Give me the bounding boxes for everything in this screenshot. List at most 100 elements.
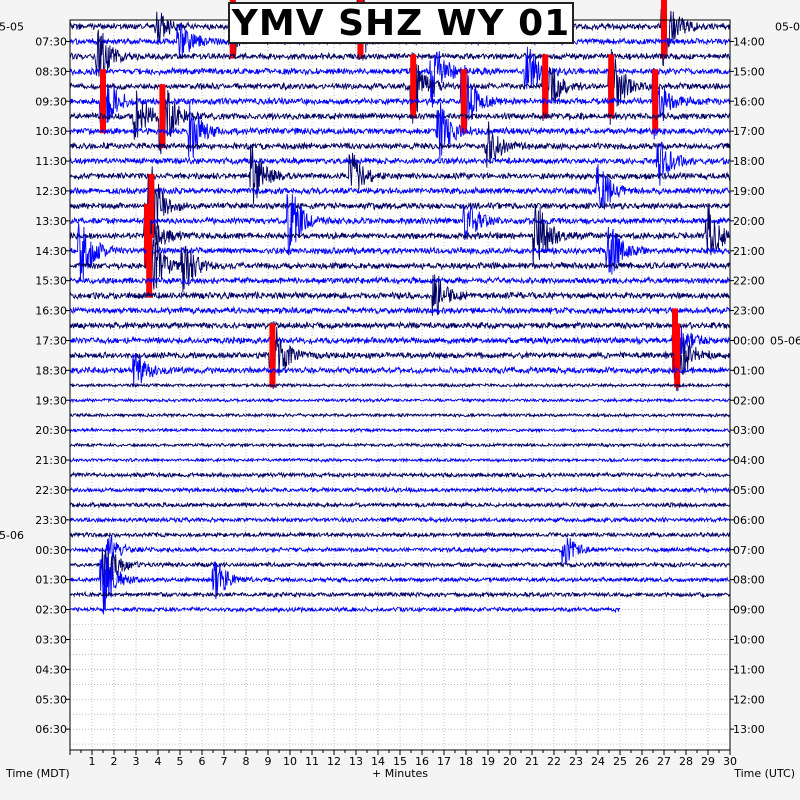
x-tick-label: 25 bbox=[613, 755, 627, 768]
x-tick-label: 28 bbox=[679, 755, 693, 768]
trace-line bbox=[69, 274, 730, 316]
right-time-label: 01:00 bbox=[733, 364, 765, 377]
x-tick-label: 24 bbox=[591, 755, 605, 768]
x-tick-label: 12 bbox=[327, 755, 341, 768]
left-time-label: 19:30 bbox=[35, 394, 67, 407]
trace-line bbox=[69, 397, 731, 404]
right-time-label: 19:00 bbox=[733, 185, 765, 198]
trace-line bbox=[69, 29, 731, 78]
x-tick-label: 15 bbox=[393, 755, 407, 768]
trace-line bbox=[69, 275, 731, 286]
left-date-label: 05-05 bbox=[0, 20, 24, 33]
right-time-label: 10:00 bbox=[733, 633, 765, 646]
x-tick-label: 20 bbox=[503, 755, 517, 768]
trace-line bbox=[69, 456, 731, 464]
left-time-label: 02:30 bbox=[35, 604, 67, 617]
left-axis-label: Time (MDT) bbox=[5, 767, 70, 780]
x-tick-label: 1 bbox=[89, 755, 96, 768]
x-tick-label: 10 bbox=[283, 755, 297, 768]
left-date-label: 05-06 bbox=[0, 529, 24, 542]
x-tick-label: 27 bbox=[657, 755, 671, 768]
left-time-label: 15:30 bbox=[35, 275, 67, 288]
trace-line bbox=[69, 65, 731, 140]
left-time-label: 17:30 bbox=[35, 334, 67, 347]
x-tick-label: 5 bbox=[177, 755, 184, 768]
trace-line bbox=[69, 590, 731, 599]
x-tick-label: 19 bbox=[481, 755, 495, 768]
trace-line bbox=[69, 321, 731, 392]
left-time-label: 21:30 bbox=[35, 454, 67, 467]
trace-line bbox=[69, 102, 731, 160]
trace-line bbox=[69, 121, 731, 168]
clipped-signal-marker bbox=[652, 69, 659, 134]
trace-line bbox=[69, 319, 731, 367]
trace-line bbox=[69, 535, 731, 564]
trace-line bbox=[69, 554, 731, 615]
trace-line bbox=[69, 203, 731, 268]
right-time-label: 02:00 bbox=[733, 394, 765, 407]
right-date-label: 05-05 bbox=[775, 20, 800, 33]
trace-line bbox=[69, 48, 731, 125]
clipped-signal-marker bbox=[608, 54, 615, 119]
x-tick-label: 18 bbox=[459, 755, 473, 768]
right-time-label: 09:00 bbox=[733, 604, 765, 617]
clipped-signal-marker bbox=[148, 173, 155, 238]
x-tick-label: 3 bbox=[133, 755, 140, 768]
trace-line bbox=[69, 223, 731, 282]
x-tick-label: 30 bbox=[723, 755, 737, 768]
x-tick-label: 11 bbox=[305, 755, 319, 768]
clipped-signal-marker bbox=[159, 84, 166, 149]
trace-line bbox=[69, 320, 731, 331]
right-time-label: 17:00 bbox=[733, 125, 765, 138]
clipped-signal-marker bbox=[542, 54, 549, 119]
x-tick-label: 21 bbox=[525, 755, 539, 768]
right-time-label: 11:00 bbox=[733, 663, 765, 676]
x-tick-label: 16 bbox=[415, 755, 429, 768]
trace-line bbox=[69, 46, 731, 108]
right-time-label: 15:00 bbox=[733, 65, 765, 78]
trace-line bbox=[70, 501, 731, 509]
right-time-label: 13:00 bbox=[733, 723, 765, 736]
x-tick-label: 7 bbox=[221, 755, 228, 768]
trace-line bbox=[69, 382, 731, 389]
x-tick-label: 13 bbox=[349, 755, 363, 768]
left-time-label: 14:30 bbox=[35, 245, 67, 258]
right-date-label: 05-06 bbox=[770, 334, 800, 347]
right-time-label: 06:00 bbox=[733, 514, 765, 527]
left-time-label: 03:30 bbox=[35, 633, 67, 646]
left-time-label: 01:30 bbox=[35, 574, 67, 587]
trace-line bbox=[69, 143, 731, 205]
right-time-label: 03:00 bbox=[733, 424, 765, 437]
left-time-label: 13:30 bbox=[35, 215, 67, 228]
trace-line bbox=[69, 141, 731, 186]
right-time-label: 05:00 bbox=[733, 484, 765, 497]
clipped-signal-marker bbox=[460, 69, 467, 134]
left-time-label: 20:30 bbox=[35, 424, 67, 437]
trace-line bbox=[69, 230, 731, 294]
x-axis-tick-labels: 1 2 3 4 5 6 7 8 9 10 11 12 13 14 15 16 17 18 19 20 21 22 23 24 2… bbox=[89, 755, 738, 768]
right-axis-label: Time (UTC) bbox=[733, 767, 795, 780]
x-tick-label: 17 bbox=[437, 755, 451, 768]
left-time-label: 10:30 bbox=[35, 125, 67, 138]
x-tick-label: 23 bbox=[569, 755, 583, 768]
left-time-label: 16:30 bbox=[35, 305, 67, 318]
left-time-label: 18:30 bbox=[35, 364, 67, 377]
trace-line bbox=[69, 605, 621, 614]
chart-title: YMV SHZ WY 01 bbox=[231, 2, 571, 44]
x-tick-label: 4 bbox=[155, 755, 162, 768]
trace-line bbox=[69, 164, 731, 210]
left-time-label: 23:30 bbox=[35, 514, 67, 527]
right-time-label: 23:00 bbox=[733, 305, 765, 318]
right-time-label: 18:00 bbox=[733, 155, 765, 168]
x-tick-label: 6 bbox=[199, 755, 206, 768]
right-time-label: 22:00 bbox=[733, 275, 765, 288]
left-time-label: 09:30 bbox=[35, 95, 67, 108]
x-tick-label: 9 bbox=[265, 755, 272, 768]
trace-line bbox=[70, 441, 731, 449]
right-time-label: 14:00 bbox=[733, 35, 765, 48]
left-time-label: 07:30 bbox=[35, 35, 67, 48]
seismic-traces bbox=[69, 0, 731, 615]
right-time-label: 04:00 bbox=[733, 454, 765, 467]
clipped-signal-marker bbox=[661, 0, 667, 59]
